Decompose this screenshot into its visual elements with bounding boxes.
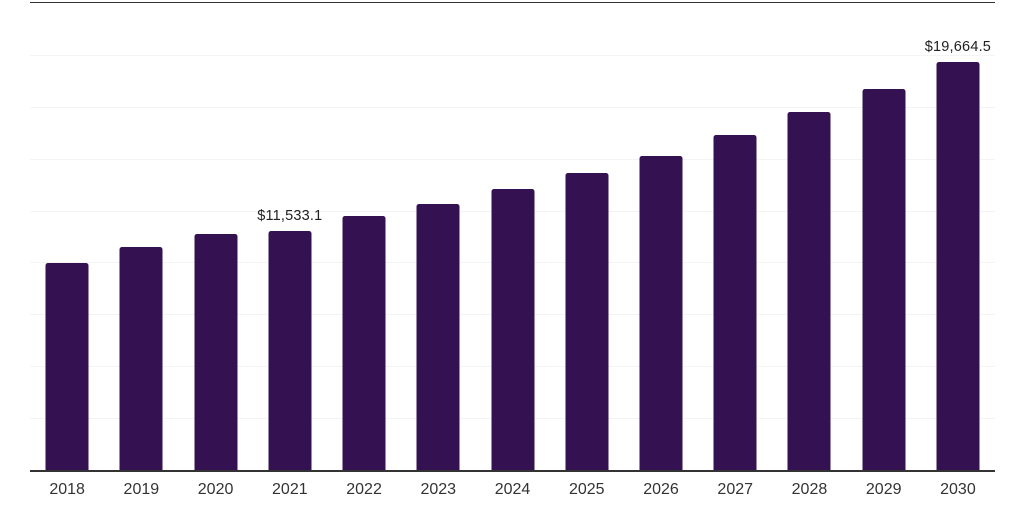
x-tick-2023: 2023 xyxy=(420,481,457,498)
bar-slot-2020 xyxy=(178,3,252,470)
bar-value-label-2021: $11,533.1 xyxy=(257,207,323,224)
x-tick-2030: 2030 xyxy=(940,481,976,498)
bar-slot-2026 xyxy=(624,3,698,470)
gridline xyxy=(30,106,995,108)
bar-2018 xyxy=(45,263,89,470)
bar-slot-2022 xyxy=(327,3,401,470)
x-tick-2025: 2025 xyxy=(568,481,605,498)
gridline xyxy=(30,158,995,160)
bar-2022 xyxy=(342,216,386,470)
bar-slot-2029 xyxy=(847,3,921,470)
x-tick-2028: 2028 xyxy=(791,481,828,498)
bar-2024 xyxy=(491,188,535,470)
x-tick-2018: 2018 xyxy=(49,481,85,498)
bar-slot-2028 xyxy=(772,3,846,470)
bar-slot-2019 xyxy=(104,3,178,470)
x-tick-2022: 2022 xyxy=(346,481,382,498)
bar-slot-2024 xyxy=(475,3,549,470)
gridline xyxy=(30,54,995,56)
x-tick-2020: 2020 xyxy=(197,481,234,498)
bar-value-label-2030: $19,664.5 xyxy=(924,38,992,55)
x-tick-2019: 2019 xyxy=(123,481,160,498)
bar-2028 xyxy=(787,112,831,470)
bar-slot-2027 xyxy=(698,3,772,470)
x-tick-2021: 2021 xyxy=(272,481,308,498)
x-axis: 2018 2019 2020 2021 2022 2023 2024 2025 2026 2027… xyxy=(30,481,995,499)
bar-slot-2021: $11,533.1 xyxy=(253,3,327,470)
x-tick-2024: 2024 xyxy=(494,481,531,498)
x-tick-2029: 2029 xyxy=(865,481,902,498)
bar-slot-2018 xyxy=(30,3,104,470)
x-tick-2026: 2026 xyxy=(643,481,679,498)
bar-slot-2030: $19,664.5 xyxy=(921,3,995,470)
bar-2019 xyxy=(119,247,163,470)
x-tick-2027: 2027 xyxy=(717,481,754,498)
bar-slot-2023 xyxy=(401,3,475,470)
bar-2025 xyxy=(565,173,609,470)
bar-slot-2025 xyxy=(550,3,624,470)
bar-2021 xyxy=(268,230,312,470)
bar-2030 xyxy=(936,61,980,470)
bar-2027 xyxy=(713,135,757,470)
bar-2029 xyxy=(862,88,906,470)
bar-2026 xyxy=(639,155,683,470)
bar-2023 xyxy=(416,203,460,470)
plot-area: $11,533.1 $19,664.5 xyxy=(30,2,995,472)
bar-2020 xyxy=(194,234,238,470)
